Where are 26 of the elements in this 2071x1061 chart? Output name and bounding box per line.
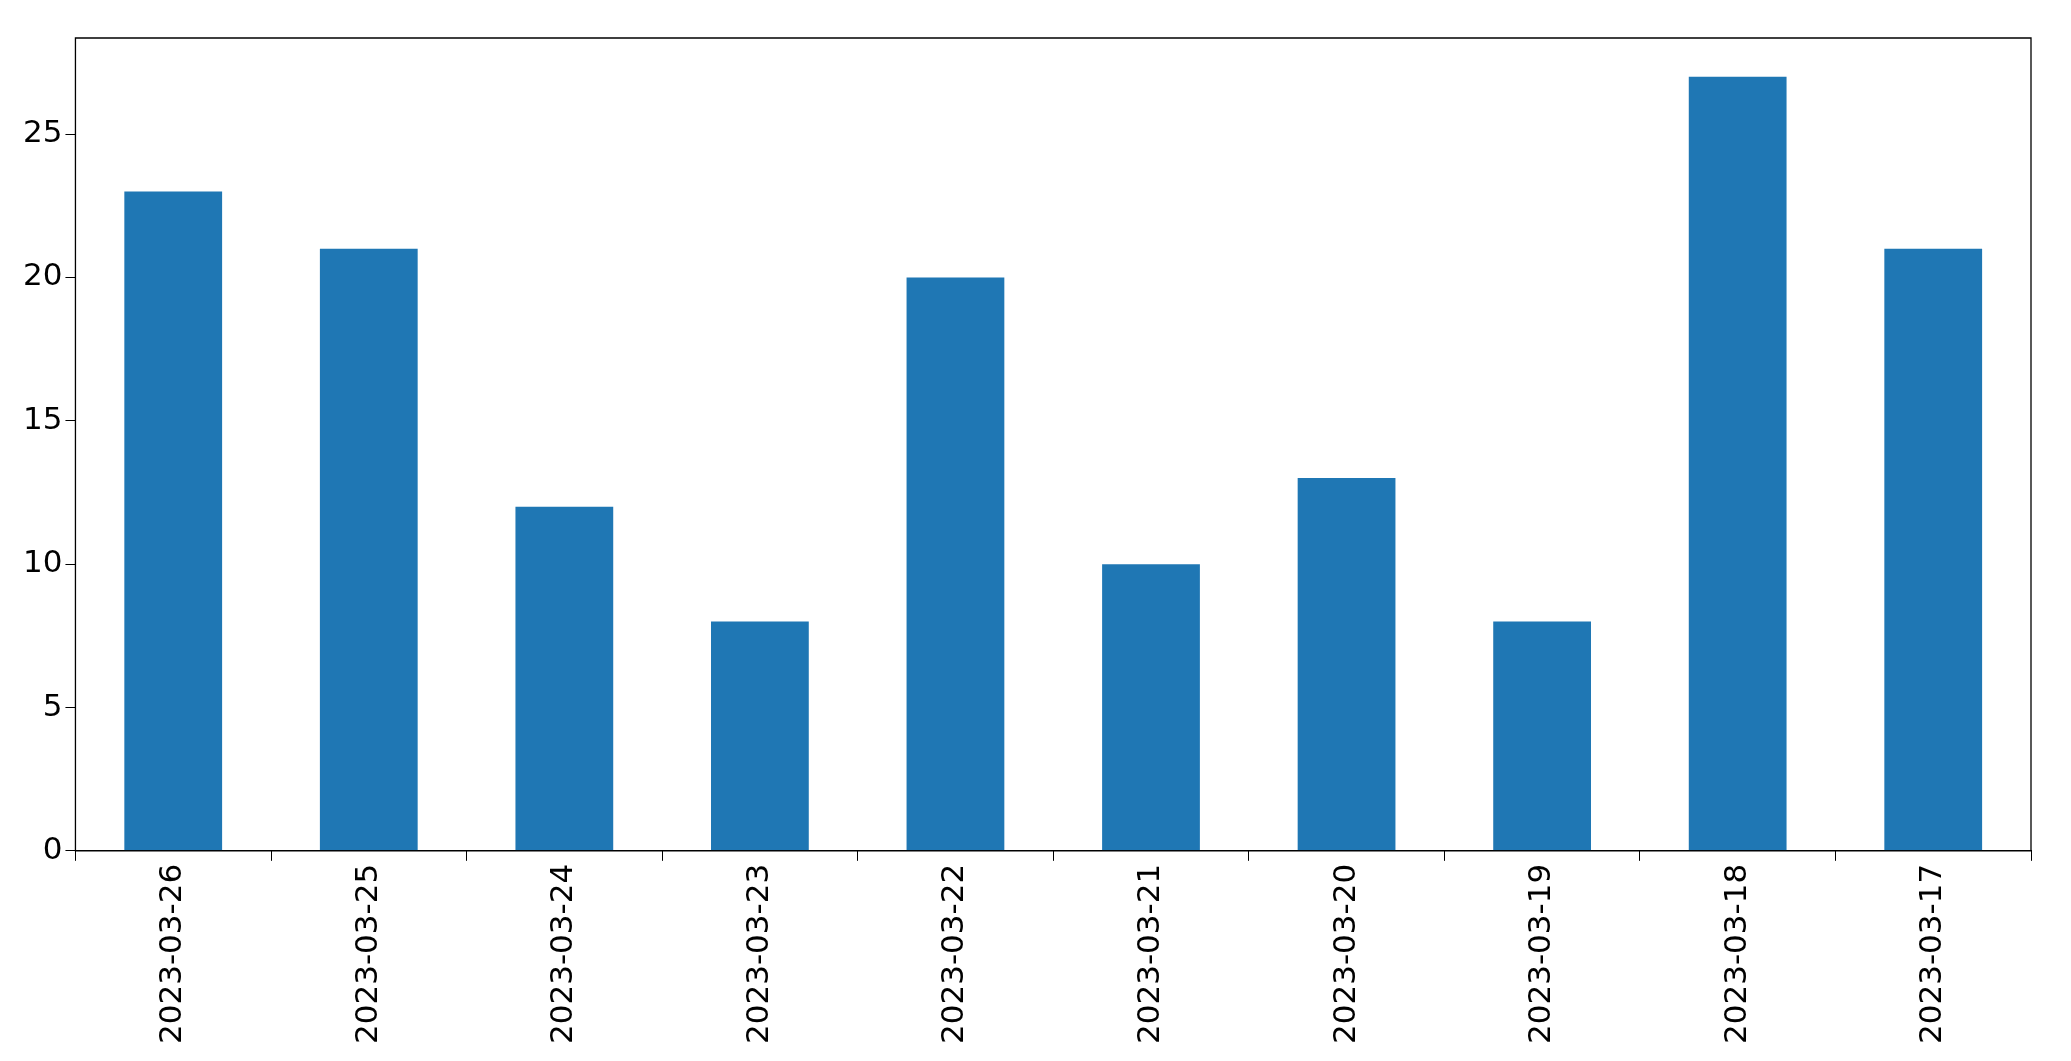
bar [906, 277, 1005, 851]
y-tick-label: 5 [42, 686, 63, 723]
bar [711, 621, 809, 851]
bar [319, 248, 418, 851]
x-tick-label: 2023-03-19 [1521, 863, 1558, 1045]
bar [1884, 248, 1983, 851]
x-tick-label: 2023-03-21 [1130, 863, 1167, 1045]
y-tick-label: 10 [22, 543, 63, 580]
x-tick-label: 2023-03-23 [738, 863, 775, 1045]
y-tick-label: 20 [22, 256, 63, 293]
x-tick-label: 2023-03-18 [1716, 863, 1753, 1045]
bar [124, 191, 223, 851]
y-tick-label: 0 [42, 829, 63, 866]
bar [515, 506, 614, 851]
x-tick-label: 2023-03-22 [934, 863, 971, 1045]
x-tick-label: 2023-03-20 [1325, 863, 1362, 1045]
bar [1493, 621, 1591, 851]
y-tick-label: 15 [22, 399, 63, 436]
x-tick-label: 2023-03-26 [152, 863, 189, 1045]
bar [1688, 76, 1787, 851]
bar [1297, 478, 1396, 851]
bar [1102, 564, 1200, 851]
x-tick-label: 2023-03-17 [1912, 863, 1949, 1045]
x-tick-label: 2023-03-25 [347, 863, 384, 1045]
y-tick-label: 25 [22, 113, 63, 150]
x-tick-label: 2023-03-24 [543, 863, 580, 1045]
